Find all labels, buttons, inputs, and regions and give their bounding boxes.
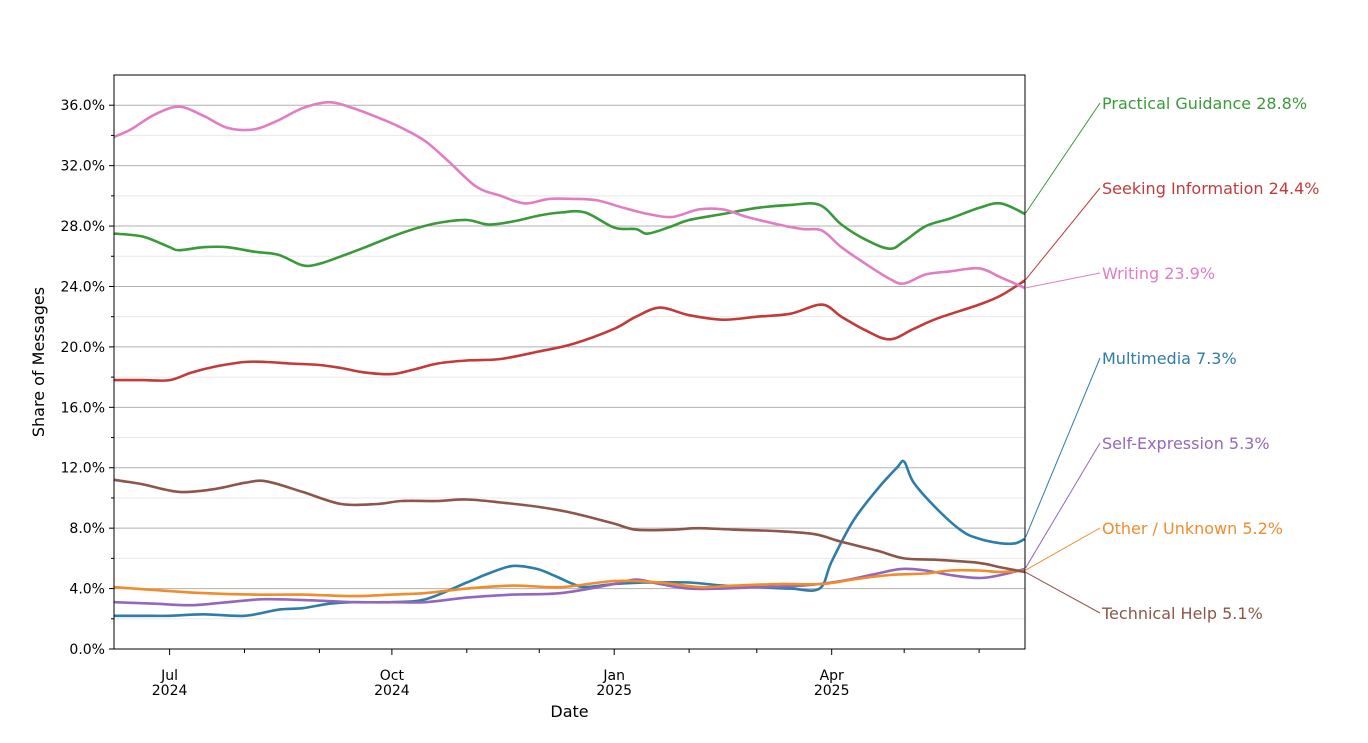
y-tick-label: 32.0% <box>61 159 105 175</box>
x-tick-month-label: Jul <box>160 668 178 684</box>
leader-line-multimedia <box>1024 357 1101 539</box>
leader-line-seeking-information <box>1024 187 1101 281</box>
grid-lines <box>114 104 1025 650</box>
y-tick-label: 28.0% <box>61 219 105 235</box>
x-tick-month-label: Apr <box>820 668 844 684</box>
series-label-practical-guidance: Practical Guidance 28.8% <box>1102 94 1307 113</box>
series-line-technical-help <box>113 478 1026 574</box>
series-label-technical-help: Technical Help 5.1% <box>1101 604 1263 623</box>
y-tick-label: 12.0% <box>61 461 105 477</box>
series-label-self-expression: Self-Expression 5.3% <box>1102 434 1270 453</box>
series-label-other-unknown: Other / Unknown 5.2% <box>1102 519 1283 538</box>
y-tick-label: 4.0% <box>69 582 105 598</box>
series-line-practical-guidance <box>113 201 1026 268</box>
x-tick-month-label: Jan <box>602 668 625 684</box>
plot-frame <box>113 74 1026 650</box>
axes: 0.0% 4.0% 8.0% 12.0% 16.0% 20.0% 24.0% 28.0% 32.… <box>61 98 980 699</box>
series-line-self-expression <box>113 567 1026 607</box>
series-label-multimedia: Multimedia 7.3% <box>1102 349 1237 368</box>
y-tick-label: 16.0% <box>61 400 105 416</box>
y-tick-label: 24.0% <box>61 279 105 295</box>
series-label-seeking-information: Seeking Information 24.4% <box>1102 179 1319 198</box>
y-tick-label: 8.0% <box>69 521 105 537</box>
leader-line-writing <box>1024 272 1101 289</box>
leader-line-other-unknown <box>1024 527 1101 571</box>
x-tick-year-label: 2025 <box>596 683 632 699</box>
series-label-writing: Writing 23.9% <box>1102 264 1215 283</box>
leader-line-practical-guidance <box>1024 102 1101 215</box>
x-tick-month-label: Oct <box>380 668 405 684</box>
series-line-seeking-information <box>114 279 1026 382</box>
y-tick-label: 0.0% <box>69 642 105 658</box>
leader-line-self-expression <box>1024 442 1101 570</box>
y-tick-label: 36.0% <box>61 98 105 114</box>
leader-line-technical-help <box>1024 571 1101 614</box>
series-lines <box>113 100 1026 618</box>
x-tick-year-label: 2024 <box>152 683 188 699</box>
x-axis-title: Date <box>550 702 588 721</box>
series-line-writing <box>113 100 1026 290</box>
y-tick-label: 20.0% <box>61 340 105 356</box>
series-line-other-unknown <box>113 568 1026 598</box>
x-tick-year-label: 2025 <box>814 683 850 699</box>
y-axis-title: Share of Messages <box>29 287 48 437</box>
x-tick-year-label: 2024 <box>374 683 410 699</box>
series-labels: Practical Guidance 28.8% Seeking Informat… <box>1024 94 1319 623</box>
